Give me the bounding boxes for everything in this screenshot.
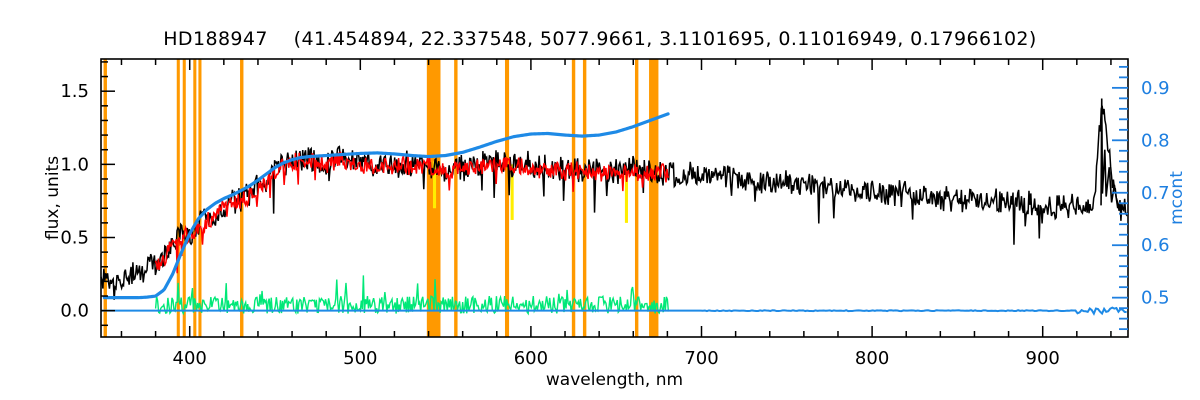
y-axis-label-left: flux, units [43, 156, 63, 240]
x-tick-label: 400 [173, 348, 207, 369]
x-tick-label: 500 [343, 348, 377, 369]
y-left-tick-label: 0.5 [60, 228, 89, 249]
x-tick-label: 600 [514, 348, 548, 369]
axes-frame-group [100, 58, 1129, 338]
x-tick-label: 700 [684, 348, 718, 369]
y-axis-label-right: mcont [1167, 171, 1187, 225]
y-right-tick-label: 0.5 [1141, 288, 1170, 309]
x-axis-label: wavelength, nm [546, 370, 683, 390]
page-title: HD188947 (41.454894, 22.337548, 5077.966… [163, 28, 1037, 50]
y-left-tick-label: 1.5 [60, 81, 89, 102]
x-tick-label: 900 [1026, 348, 1060, 369]
y-right-tick-label: 0.9 [1141, 78, 1170, 99]
y-left-tick-label: 0.0 [60, 301, 89, 322]
spectrum-curves-group [100, 98, 1129, 316]
y-left-tick-label: 1.0 [60, 154, 89, 175]
axis-labels-group: 400 500 600 700 800 900 0.0 0.5 1.0 1.5 0.5 0.6 0.7 0… [43, 78, 1187, 390]
y-right-tick-label: 0.8 [1141, 130, 1170, 151]
y-right-tick-label: 0.7 [1141, 183, 1170, 204]
y-right-tick-label: 0.6 [1141, 235, 1170, 256]
x-tick-label: 800 [855, 348, 889, 369]
mask-bands-group [103, 59, 659, 337]
